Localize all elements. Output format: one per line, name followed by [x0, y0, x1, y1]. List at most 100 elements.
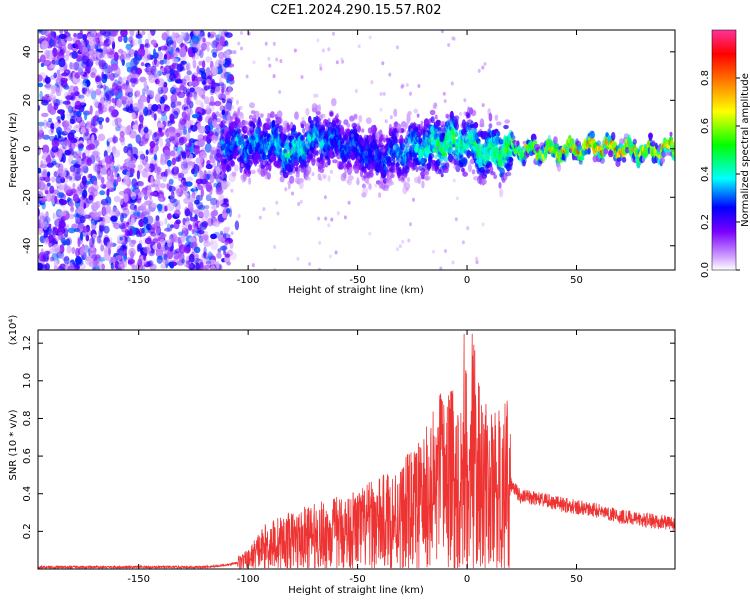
heatmap-cell	[170, 94, 178, 104]
heatmap-cell	[54, 247, 62, 253]
heatmap-cell	[112, 136, 119, 144]
heatmap-cell	[81, 82, 88, 89]
heatmap-cell	[361, 128, 365, 133]
heatmap-cell	[181, 151, 187, 160]
heatmap-cell	[218, 30, 222, 38]
heatmap-cell	[294, 111, 299, 120]
heatmap-cell	[441, 152, 448, 157]
heatmap-cell	[176, 199, 181, 205]
heatmap-cell	[68, 199, 76, 207]
heatmap-cell	[129, 130, 137, 139]
heatmap-cell	[205, 260, 212, 265]
heatmap-cell	[77, 237, 81, 248]
heatmap-cell	[440, 173, 444, 178]
heatmap-cell	[129, 167, 135, 175]
heatmap-cell	[220, 73, 228, 79]
heatmap-cell	[43, 119, 48, 129]
heatmap-cell	[197, 209, 206, 217]
heatmap-cell	[202, 135, 209, 142]
heatmap-cell	[166, 202, 175, 212]
heatmap-cell	[217, 248, 222, 253]
heatmap-cell	[42, 169, 48, 176]
heatmap-cell	[216, 260, 220, 270]
heatmap-cell	[103, 84, 107, 91]
heatmap-cell	[236, 99, 239, 105]
heatmap-cell	[61, 153, 66, 164]
heatmap-cell	[287, 184, 291, 190]
figure-title: C2E1.2024.290.15.57.R02	[270, 3, 441, 18]
heatmap-cell	[384, 185, 389, 192]
heatmap-cell	[108, 35, 115, 45]
heatmap-cell	[178, 244, 186, 254]
heatmap-cell	[51, 139, 60, 148]
heatmap-cell	[87, 227, 91, 236]
heatmap-cell	[248, 114, 253, 120]
heatmap-cell	[159, 183, 166, 189]
heatmap-cell	[203, 96, 210, 105]
heatmap-cell	[113, 149, 121, 158]
heatmap-cell	[215, 188, 224, 195]
heatmap-cell	[650, 139, 656, 146]
heatmap-cell	[171, 62, 177, 68]
heatmap-cell	[216, 176, 224, 184]
heatmap-cell	[44, 30, 49, 37]
heatmap-cell	[59, 244, 65, 254]
heatmap-cell	[50, 85, 58, 90]
heatmap-cell	[87, 186, 95, 194]
heatmap-cell	[91, 205, 96, 210]
heatmap-cell	[79, 232, 84, 241]
heatmap-cell	[56, 90, 62, 97]
heatmap-cell	[102, 204, 106, 214]
heatmap-cell	[407, 110, 412, 116]
heatmap-cell	[138, 38, 142, 46]
heatmap-cell	[248, 177, 252, 185]
heatmap-cell	[46, 50, 54, 60]
heatmap-cell	[67, 227, 76, 234]
heatmap-cell	[155, 218, 160, 229]
heatmap-cell	[213, 128, 221, 137]
heatmap-cell	[225, 50, 230, 59]
heatmap-cell	[116, 99, 123, 108]
heatmap-cell	[167, 40, 174, 45]
heatmap-cell	[38, 262, 44, 270]
heatmap-cell	[336, 113, 339, 119]
heatmap-cell	[169, 86, 177, 95]
heatmap-cell	[127, 258, 135, 265]
heatmap-cell	[75, 124, 79, 129]
heatmap-cell	[78, 149, 83, 156]
heatmap-cell	[138, 218, 144, 228]
heatmap-cell	[611, 131, 616, 141]
heatmap-cell	[401, 128, 406, 133]
heatmap-cell	[85, 257, 92, 262]
heatmap-cell	[590, 132, 596, 139]
heatmap-cell	[106, 144, 112, 154]
heatmap-cell	[64, 185, 72, 194]
heatmap-cell	[51, 176, 56, 183]
heatmap-cell	[218, 51, 225, 59]
heatmap-cell	[176, 101, 182, 106]
heatmap-cell	[168, 130, 176, 138]
heatmap-cell	[104, 64, 109, 74]
heatmap-cell	[111, 41, 116, 50]
heatmap-cell	[310, 158, 317, 163]
heatmap-cell	[72, 109, 80, 116]
heatmap-cell	[98, 35, 103, 43]
heatmap-cell	[138, 114, 144, 123]
heatmap-cell	[105, 94, 112, 102]
heatmap-cell	[125, 43, 132, 50]
heatmap-cell	[173, 250, 180, 260]
heatmap-cell	[118, 76, 123, 85]
heatmap-cell	[133, 211, 141, 216]
heatmap-cell	[81, 166, 85, 173]
heatmap-cell	[70, 62, 76, 70]
heatmap-cell	[158, 89, 164, 95]
heatmap-cell	[223, 198, 229, 203]
heatmap-cell	[199, 162, 204, 169]
heatmap-cell	[365, 178, 370, 185]
heatmap-cell	[587, 147, 591, 155]
heatmap-cell	[377, 192, 382, 198]
heatmap-cell	[167, 261, 174, 267]
heatmap-cell	[180, 60, 187, 65]
heatmap-cell	[44, 195, 51, 200]
heatmap-cell	[96, 235, 101, 244]
